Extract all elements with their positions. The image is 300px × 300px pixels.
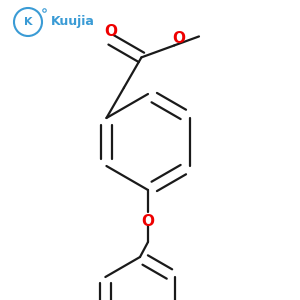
Text: O: O (142, 214, 154, 229)
Text: O: O (105, 24, 118, 39)
Text: K: K (24, 17, 32, 27)
Text: Kuujia: Kuujia (51, 16, 95, 28)
Text: O: O (172, 31, 185, 46)
